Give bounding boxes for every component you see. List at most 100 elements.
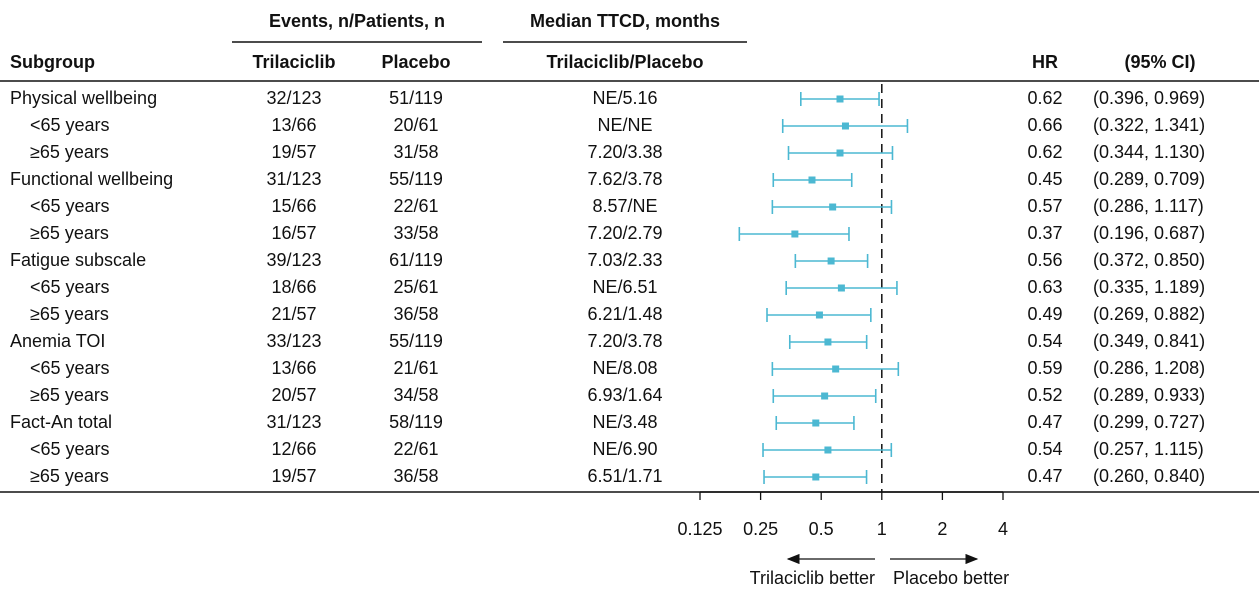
trilaciclib-events: 31/123 <box>266 169 321 189</box>
median-ttcd: NE/6.51 <box>592 277 657 297</box>
median-ttcd: NE/3.48 <box>592 412 657 432</box>
x-tick-label: 1 <box>877 519 887 539</box>
median-ttcd: 7.20/3.78 <box>587 331 662 351</box>
hr-value: 0.63 <box>1027 277 1062 297</box>
ci-label: (0.257, 1.115) <box>1093 439 1204 459</box>
hr-point <box>815 311 823 319</box>
placebo-events: 55/119 <box>389 331 443 351</box>
subgroup-label: <65 years <box>30 358 110 378</box>
ci-label: (0.335, 1.189) <box>1093 277 1205 297</box>
trilaciclib-events: 16/57 <box>271 223 316 243</box>
trilaciclib-events: 12/66 <box>271 439 316 459</box>
header-events: Events, n/Patients, n <box>269 11 445 31</box>
trilaciclib-events: 32/123 <box>266 88 321 108</box>
ci-label: (0.286, 1.117) <box>1093 196 1204 216</box>
header-hr: HR <box>1032 52 1058 72</box>
trilaciclib-events: 19/57 <box>271 142 316 162</box>
ci-label: (0.349, 0.841) <box>1093 331 1205 351</box>
median-ttcd: NE/8.08 <box>592 358 657 378</box>
hr-value: 0.57 <box>1027 196 1062 216</box>
header-median: Median TTCD, months <box>530 11 720 31</box>
hr-point <box>836 149 844 157</box>
hr-value: 0.66 <box>1027 115 1062 135</box>
subgroup-label: Fatigue subscale <box>10 250 146 270</box>
hr-point <box>841 122 849 130</box>
ci-label: (0.289, 0.709) <box>1093 169 1205 189</box>
hr-value: 0.49 <box>1027 304 1062 324</box>
x-tick-label: 4 <box>998 519 1008 539</box>
subgroup-label: Fact-An total <box>10 412 112 432</box>
placebo-events: 25/61 <box>393 277 438 297</box>
hr-point <box>836 95 844 103</box>
header-median-sub: Trilaciclib/Placebo <box>546 52 703 72</box>
ci-label: (0.196, 0.687) <box>1093 223 1205 243</box>
direction-right: Placebo better <box>893 568 1009 588</box>
subgroup-label: ≥65 years <box>30 142 109 162</box>
median-ttcd: 6.93/1.64 <box>587 385 662 405</box>
subgroup-label: Functional wellbeing <box>10 169 173 189</box>
hr-point <box>812 419 820 427</box>
ci-label: (0.260, 0.840) <box>1093 466 1205 486</box>
ci-label: (0.322, 1.341) <box>1093 115 1205 135</box>
ci-label: (0.372, 0.850) <box>1093 250 1205 270</box>
x-tick-label: 2 <box>937 519 947 539</box>
subgroup-label: <65 years <box>30 439 110 459</box>
trilaciclib-events: 33/123 <box>266 331 321 351</box>
placebo-events: 55/119 <box>389 169 443 189</box>
subgroup-label: <65 years <box>30 115 110 135</box>
median-ttcd: 7.62/3.78 <box>587 169 662 189</box>
hr-point <box>821 392 829 400</box>
placebo-events: 21/61 <box>393 358 438 378</box>
subgroup-label: <65 years <box>30 196 110 216</box>
hr-point <box>832 365 840 373</box>
x-tick-label: 0.25 <box>743 519 778 539</box>
header-ci: (95% CI) <box>1124 52 1195 72</box>
placebo-events: 33/58 <box>393 223 438 243</box>
hr-value: 0.52 <box>1027 385 1062 405</box>
placebo-events: 61/119 <box>389 250 443 270</box>
hr-point <box>808 176 816 184</box>
trilaciclib-events: 13/66 <box>271 358 316 378</box>
hr-value: 0.62 <box>1027 88 1062 108</box>
trilaciclib-events: 20/57 <box>271 385 316 405</box>
hr-value: 0.56 <box>1027 250 1062 270</box>
subgroup-label: ≥65 years <box>30 304 109 324</box>
ci-label: (0.289, 0.933) <box>1093 385 1205 405</box>
ci-label: (0.344, 1.130) <box>1093 142 1205 162</box>
hr-value: 0.47 <box>1027 412 1062 432</box>
placebo-events: 36/58 <box>393 466 438 486</box>
direction-left: Trilaciclib better <box>750 568 875 588</box>
median-ttcd: 6.51/1.71 <box>587 466 662 486</box>
hr-value: 0.37 <box>1027 223 1062 243</box>
placebo-events: 51/119 <box>389 88 443 108</box>
placebo-events: 20/61 <box>393 115 438 135</box>
ci-label: (0.299, 0.727) <box>1093 412 1205 432</box>
trilaciclib-events: 19/57 <box>271 466 316 486</box>
median-ttcd: NE/6.90 <box>592 439 657 459</box>
trilaciclib-events: 18/66 <box>271 277 316 297</box>
hr-point <box>812 473 820 481</box>
trilaciclib-events: 31/123 <box>266 412 321 432</box>
hr-point <box>827 257 835 265</box>
placebo-events: 36/58 <box>393 304 438 324</box>
hr-point <box>791 230 799 238</box>
ci-label: (0.396, 0.969) <box>1093 88 1205 108</box>
trilaciclib-events: 21/57 <box>271 304 316 324</box>
median-ttcd: 7.20/2.79 <box>587 223 662 243</box>
x-tick-label: 0.125 <box>677 519 722 539</box>
header-subgroup: Subgroup <box>10 52 95 72</box>
subgroup-label: ≥65 years <box>30 385 109 405</box>
hr-value: 0.54 <box>1027 439 1062 459</box>
hr-point <box>829 203 837 211</box>
trilaciclib-events: 13/66 <box>271 115 316 135</box>
ci-label: (0.286, 1.208) <box>1093 358 1205 378</box>
median-ttcd: 7.20/3.38 <box>587 142 662 162</box>
hr-value: 0.47 <box>1027 466 1062 486</box>
median-ttcd: NE/NE <box>597 115 652 135</box>
hr-value: 0.59 <box>1027 358 1062 378</box>
placebo-events: 22/61 <box>393 439 438 459</box>
median-ttcd: 7.03/2.33 <box>587 250 662 270</box>
ci-label: (0.269, 0.882) <box>1093 304 1205 324</box>
header-trilaciclib: Trilaciclib <box>252 52 335 72</box>
subgroup-label: Physical wellbeing <box>10 88 157 108</box>
